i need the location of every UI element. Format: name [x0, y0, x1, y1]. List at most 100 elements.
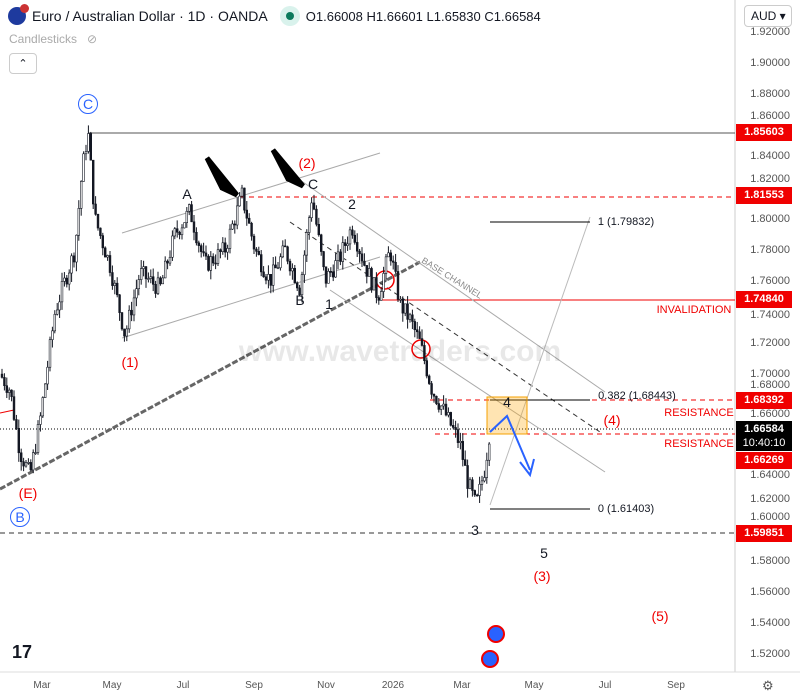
candle-body — [355, 242, 359, 252]
candle-body — [447, 412, 450, 416]
candle-body — [269, 274, 272, 286]
wave-label-p5: (5) — [651, 608, 669, 624]
candle-body — [152, 276, 155, 285]
resistance-label-1: RESISTANCE — [664, 407, 734, 419]
fib-0382-label: 0.382 (1.68443) — [598, 390, 676, 402]
candle-body — [70, 255, 73, 274]
candle-body — [34, 452, 37, 454]
candle-body — [250, 222, 253, 237]
wave-label-B: B — [295, 292, 305, 308]
price-tag-invalidation: 1.74840 — [736, 291, 792, 308]
candle-body — [22, 461, 25, 467]
price-tag-high: 1.85603 — [736, 124, 792, 141]
price-tag-resistance-1: 1.68392 — [736, 392, 792, 409]
projection-arrowhead — [519, 458, 535, 478]
candle-body — [305, 232, 308, 256]
event-icon-2[interactable] — [481, 650, 499, 668]
price-tick: 1.84000 — [750, 150, 790, 163]
candle-body — [130, 309, 133, 316]
time-tick: Jul — [598, 680, 612, 691]
tradingview-logo-icon[interactable]: 17 — [12, 642, 33, 662]
candle-body — [291, 267, 294, 272]
candle-body — [454, 427, 457, 430]
candle-body — [164, 260, 167, 279]
candle-body — [120, 312, 124, 330]
fib-diagonal — [489, 216, 591, 506]
candle-body — [471, 479, 474, 491]
candle-body — [432, 394, 436, 397]
candle-body — [236, 205, 239, 226]
candle-body — [401, 298, 404, 314]
wave-label-p1: (1) — [121, 354, 139, 370]
candle-body — [336, 251, 340, 261]
candle-body — [399, 298, 402, 301]
candle-body — [68, 272, 71, 285]
candle-body — [183, 222, 186, 229]
candle-body — [204, 252, 208, 257]
candle-body — [113, 282, 117, 286]
event-icon-1[interactable] — [487, 625, 505, 643]
settings-gear-icon[interactable]: ⚙ — [762, 678, 774, 693]
collapse-legend-button[interactable]: ⌃ — [9, 53, 37, 74]
candle-body — [104, 247, 107, 258]
candle-body — [334, 260, 337, 278]
candle-body — [219, 249, 222, 252]
black-arrow-1 — [204, 156, 239, 198]
channel-lower — [121, 256, 381, 339]
candle-body — [195, 231, 198, 244]
candle-body — [75, 234, 78, 263]
candle-body — [46, 366, 49, 385]
candle-body — [101, 235, 105, 249]
candle-body — [58, 301, 61, 311]
candle-body — [384, 256, 388, 274]
wave-label-A: A — [182, 186, 192, 202]
candle-body — [485, 459, 488, 478]
candle-body — [413, 321, 416, 331]
currency-select[interactable]: AUD ▾ — [744, 5, 792, 27]
candle-body — [48, 339, 52, 368]
candle-body — [80, 181, 83, 209]
candle-body — [39, 415, 42, 425]
wave-label-3: 3 — [471, 522, 479, 538]
candle-body — [298, 287, 301, 296]
candle-body — [360, 253, 364, 262]
candle-body — [255, 248, 258, 252]
candle-body — [475, 494, 479, 497]
candle-body — [24, 462, 28, 467]
time-tick: Mar — [453, 680, 471, 691]
price-tick: 1.56000 — [750, 585, 790, 598]
price-tag-low: 1.59851 — [736, 525, 792, 542]
candle-body — [231, 223, 234, 230]
symbol-title[interactable]: Euro / Australian Dollar · 1D · OANDA — [32, 8, 268, 24]
price-tick: 1.86000 — [750, 110, 790, 122]
candle-body — [283, 245, 287, 248]
candle-body — [463, 459, 467, 466]
price-tick: 1.88000 — [750, 88, 790, 101]
candle-body — [125, 328, 129, 337]
candle-body — [324, 266, 328, 284]
red-mark — [0, 409, 15, 414]
series-type-label: Candlesticks — [9, 32, 78, 46]
price-tick: 1.72000 — [750, 337, 790, 349]
candle-body — [341, 242, 344, 262]
candle-body — [173, 228, 176, 237]
candle-body — [288, 260, 292, 272]
candle-body — [135, 288, 138, 299]
candle-body — [327, 271, 330, 284]
candle-body — [300, 274, 304, 296]
candle-body — [451, 425, 455, 428]
candle-body — [132, 297, 136, 316]
candle-body — [303, 254, 306, 275]
candle-body — [0, 373, 4, 378]
hide-eye-icon[interactable]: ⊘ — [87, 32, 98, 46]
candle-body — [221, 242, 224, 252]
time-tick: 2026 — [381, 680, 405, 691]
candle-body — [51, 330, 54, 340]
candle-body — [168, 256, 172, 264]
candle-body — [72, 255, 76, 263]
candle-body — [379, 291, 383, 301]
price-tick: 1.80000 — [750, 212, 790, 225]
time-tick: Nov — [317, 680, 335, 691]
candle-body — [478, 483, 481, 496]
